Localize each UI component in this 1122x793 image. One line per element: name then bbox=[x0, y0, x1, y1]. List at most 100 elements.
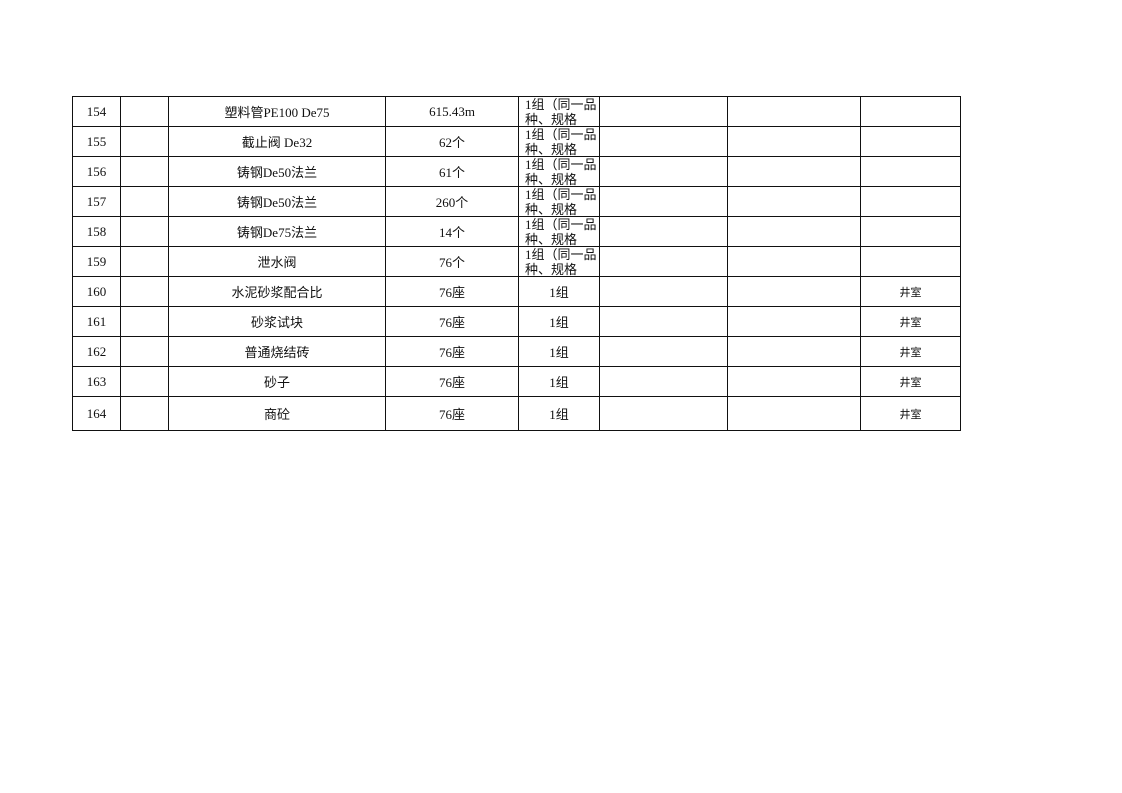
cell-7 bbox=[727, 276, 861, 307]
note: 井室 bbox=[860, 336, 961, 367]
table-row: 157 铸钢De50法兰 260个 1组（同一品种、规格 bbox=[72, 186, 961, 217]
note bbox=[860, 126, 961, 157]
batch-spec: 1组（同一品种、规格 bbox=[518, 246, 600, 277]
quantity: 76座 bbox=[385, 306, 519, 337]
batch-spec: 1组（同一品种、规格 bbox=[518, 96, 600, 127]
row-number: 160 bbox=[72, 276, 121, 307]
cell-7 bbox=[727, 366, 861, 397]
row-number: 162 bbox=[72, 336, 121, 367]
code-cell bbox=[120, 366, 169, 397]
code-cell bbox=[120, 126, 169, 157]
batch-spec: 1组 bbox=[518, 276, 600, 307]
cell-7 bbox=[727, 156, 861, 187]
material-name: 商砼 bbox=[168, 396, 386, 431]
quantity: 76座 bbox=[385, 336, 519, 367]
note: 井室 bbox=[860, 306, 961, 337]
quantity: 76座 bbox=[385, 366, 519, 397]
material-name: 铸钢De50法兰 bbox=[168, 186, 386, 217]
material-name: 泄水阀 bbox=[168, 246, 386, 277]
cell-6 bbox=[599, 126, 728, 157]
table-row: 155 截止阀 De32 62个 1组（同一品种、规格 bbox=[72, 126, 961, 157]
batch-spec: 1组 bbox=[518, 396, 600, 431]
code-cell bbox=[120, 336, 169, 367]
table-row: 159 泄水阀 76个 1组（同一品种、规格 bbox=[72, 246, 961, 277]
row-number: 158 bbox=[72, 216, 121, 247]
row-number: 154 bbox=[72, 96, 121, 127]
note bbox=[860, 96, 961, 127]
table-row: 160 水泥砂浆配合比 76座 1组 井室 bbox=[72, 276, 961, 307]
quantity: 61个 bbox=[385, 156, 519, 187]
note: 井室 bbox=[860, 396, 961, 431]
table-row: 154 塑料管PE100 De75 615.43m 1组（同一品种、规格 bbox=[72, 96, 961, 127]
cell-6 bbox=[599, 396, 728, 431]
batch-spec: 1组（同一品种、规格 bbox=[518, 156, 600, 187]
material-name: 砂子 bbox=[168, 366, 386, 397]
note bbox=[860, 246, 961, 277]
table-row: 162 普通烧结砖 76座 1组 井室 bbox=[72, 336, 961, 367]
materials-table: 154 塑料管PE100 De75 615.43m 1组（同一品种、规格 155 截止阀 … bbox=[72, 96, 961, 431]
quantity: 14个 bbox=[385, 216, 519, 247]
table-row: 163 砂子 76座 1组 井室 bbox=[72, 366, 961, 397]
cell-6 bbox=[599, 336, 728, 367]
code-cell bbox=[120, 96, 169, 127]
row-number: 163 bbox=[72, 366, 121, 397]
batch-spec: 1组（同一品种、规格 bbox=[518, 216, 600, 247]
material-name: 截止阀 De32 bbox=[168, 126, 386, 157]
cell-7 bbox=[727, 96, 861, 127]
row-number: 155 bbox=[72, 126, 121, 157]
table-row: 161 砂浆试块 76座 1组 井室 bbox=[72, 306, 961, 337]
quantity: 260个 bbox=[385, 186, 519, 217]
quantity: 76座 bbox=[385, 276, 519, 307]
material-name: 砂浆试块 bbox=[168, 306, 386, 337]
cell-6 bbox=[599, 96, 728, 127]
code-cell bbox=[120, 276, 169, 307]
row-number: 161 bbox=[72, 306, 121, 337]
code-cell bbox=[120, 186, 169, 217]
cell-6 bbox=[599, 186, 728, 217]
cell-6 bbox=[599, 276, 728, 307]
batch-spec-text: 1组（同一品种、规格 bbox=[525, 157, 597, 186]
note bbox=[860, 186, 961, 217]
cell-7 bbox=[727, 246, 861, 277]
batch-spec-text: 1组（同一品种、规格 bbox=[525, 127, 597, 156]
table-row: 158 铸钢De75法兰 14个 1组（同一品种、规格 bbox=[72, 216, 961, 247]
quantity: 615.43m bbox=[385, 96, 519, 127]
cell-6 bbox=[599, 216, 728, 247]
code-cell bbox=[120, 246, 169, 277]
cell-7 bbox=[727, 336, 861, 367]
table-row: 164 商砼 76座 1组 井室 bbox=[72, 396, 961, 431]
material-name: 普通烧结砖 bbox=[168, 336, 386, 367]
code-cell bbox=[120, 156, 169, 187]
batch-spec-text: 1组（同一品种、规格 bbox=[525, 217, 597, 246]
batch-spec-text: 1组（同一品种、规格 bbox=[525, 97, 597, 126]
row-number: 156 bbox=[72, 156, 121, 187]
note: 井室 bbox=[860, 276, 961, 307]
table-row: 156 铸钢De50法兰 61个 1组（同一品种、规格 bbox=[72, 156, 961, 187]
cell-6 bbox=[599, 306, 728, 337]
material-name: 水泥砂浆配合比 bbox=[168, 276, 386, 307]
batch-spec: 1组 bbox=[518, 366, 600, 397]
cell-7 bbox=[727, 216, 861, 247]
quantity: 62个 bbox=[385, 126, 519, 157]
material-name: 铸钢De75法兰 bbox=[168, 216, 386, 247]
cell-6 bbox=[599, 246, 728, 277]
quantity: 76个 bbox=[385, 246, 519, 277]
batch-spec: 1组（同一品种、规格 bbox=[518, 126, 600, 157]
code-cell bbox=[120, 216, 169, 247]
material-name: 铸钢De50法兰 bbox=[168, 156, 386, 187]
code-cell bbox=[120, 396, 169, 431]
batch-spec-text: 1组（同一品种、规格 bbox=[525, 247, 597, 276]
note bbox=[860, 156, 961, 187]
note: 井室 bbox=[860, 366, 961, 397]
cell-7 bbox=[727, 126, 861, 157]
note bbox=[860, 216, 961, 247]
material-name: 塑料管PE100 De75 bbox=[168, 96, 386, 127]
quantity: 76座 bbox=[385, 396, 519, 431]
batch-spec: 1组 bbox=[518, 336, 600, 367]
row-number: 157 bbox=[72, 186, 121, 217]
cell-7 bbox=[727, 396, 861, 431]
cell-6 bbox=[599, 156, 728, 187]
cell-7 bbox=[727, 186, 861, 217]
batch-spec: 1组（同一品种、规格 bbox=[518, 186, 600, 217]
cell-7 bbox=[727, 306, 861, 337]
